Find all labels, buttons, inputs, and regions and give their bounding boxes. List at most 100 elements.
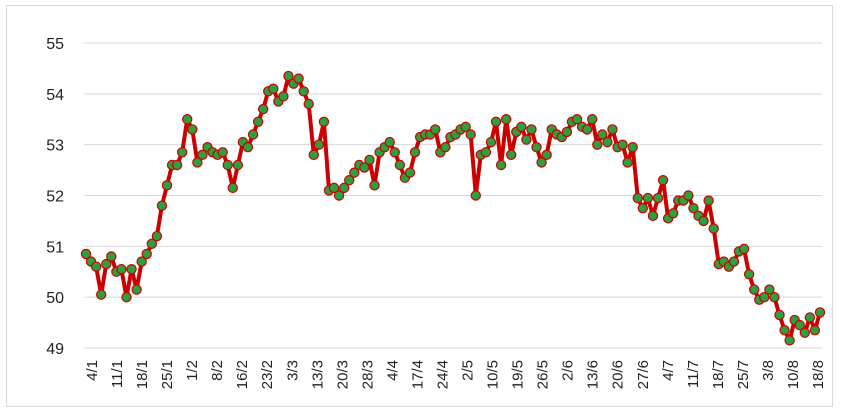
data-point bbox=[131, 284, 142, 295]
x-tick-label: 16/2 bbox=[234, 360, 251, 389]
data-point bbox=[430, 124, 441, 135]
x-tick-label: 11/1 bbox=[109, 360, 126, 388]
data-point bbox=[252, 116, 264, 127]
series-line bbox=[84, 74, 822, 343]
data-point bbox=[303, 98, 314, 110]
data-point bbox=[607, 124, 618, 135]
data-point bbox=[804, 312, 816, 323]
data-point bbox=[571, 114, 583, 125]
x-tick-label: 17/4 bbox=[409, 360, 426, 389]
x-tick-label: 10/8 bbox=[785, 360, 802, 389]
data-point bbox=[318, 116, 330, 127]
data-point bbox=[490, 116, 502, 127]
data-point bbox=[359, 162, 370, 173]
data-point bbox=[136, 256, 147, 267]
data-point bbox=[460, 121, 471, 133]
x-tick-label: 1/2 bbox=[184, 360, 201, 381]
data-point bbox=[106, 251, 117, 262]
x-tick-label: 24/4 bbox=[434, 360, 451, 389]
data-point bbox=[293, 73, 304, 84]
data-point bbox=[597, 129, 608, 140]
x-tick-label: 3/3 bbox=[284, 360, 301, 381]
y-tick-label: 50 bbox=[46, 290, 64, 307]
data-point bbox=[506, 149, 517, 161]
data-point bbox=[197, 149, 208, 161]
x-tick-label: 23/2 bbox=[259, 360, 276, 389]
x-tick-label: 2/6 bbox=[560, 360, 577, 381]
data-point bbox=[637, 203, 649, 214]
data-point bbox=[581, 124, 593, 135]
data-point bbox=[227, 182, 238, 194]
data-point bbox=[622, 157, 633, 168]
data-point bbox=[121, 291, 132, 303]
data-point bbox=[728, 256, 740, 267]
x-tick-label: 18/1 bbox=[134, 360, 151, 389]
data-point bbox=[283, 70, 294, 82]
data-point bbox=[814, 307, 826, 318]
x-tick-label: 2/5 bbox=[460, 360, 477, 381]
data-point bbox=[799, 327, 811, 338]
x-tick-label: 27/6 bbox=[635, 360, 652, 389]
data-point bbox=[774, 309, 785, 321]
data-point bbox=[485, 136, 497, 148]
data-point bbox=[495, 159, 507, 171]
data-point bbox=[171, 159, 183, 171]
x-tick-label: 25/7 bbox=[735, 360, 752, 389]
data-point bbox=[465, 129, 476, 140]
y-tick-label: 53 bbox=[46, 138, 64, 155]
data-point bbox=[531, 142, 542, 153]
data-point bbox=[409, 147, 421, 158]
data-point bbox=[349, 167, 360, 178]
data-point bbox=[242, 142, 254, 153]
x-tick-label: 20/6 bbox=[610, 360, 627, 389]
x-tick-label: 11/7 bbox=[685, 360, 702, 388]
data-point bbox=[404, 167, 416, 178]
data-point bbox=[652, 192, 664, 204]
data-point bbox=[521, 134, 532, 145]
data-point bbox=[80, 248, 92, 260]
data-point bbox=[222, 159, 233, 171]
data-point bbox=[698, 215, 709, 227]
data-point bbox=[192, 157, 203, 168]
data-point bbox=[394, 159, 406, 171]
data-point bbox=[268, 83, 279, 94]
x-tick-label: 8/2 bbox=[209, 360, 226, 381]
data-point bbox=[642, 192, 654, 204]
x-tick-label: 4/7 bbox=[660, 360, 677, 381]
data-point bbox=[328, 182, 340, 194]
x-tick-label: 13/3 bbox=[309, 360, 326, 389]
data-point bbox=[743, 269, 755, 280]
x-tick-label: 4/4 bbox=[384, 360, 401, 381]
data-point bbox=[703, 195, 714, 206]
x-tick-label: 3/8 bbox=[760, 360, 777, 381]
data-point bbox=[389, 147, 400, 158]
data-point bbox=[748, 284, 760, 295]
data-point bbox=[313, 139, 325, 150]
y-tick-label: 54 bbox=[46, 87, 64, 104]
data-point bbox=[769, 291, 780, 303]
data-point bbox=[759, 291, 770, 303]
data-point bbox=[602, 136, 613, 148]
data-point bbox=[116, 264, 127, 275]
data-point bbox=[668, 208, 679, 219]
data-point bbox=[247, 129, 259, 140]
data-point bbox=[232, 159, 244, 171]
data-point bbox=[156, 200, 168, 211]
data-point bbox=[298, 86, 309, 97]
data-point bbox=[541, 149, 552, 161]
x-tick-label: 26/5 bbox=[535, 360, 552, 389]
data-point bbox=[333, 190, 345, 201]
data-point bbox=[688, 203, 699, 214]
x-tick-label: 18/7 bbox=[710, 360, 727, 389]
data-point bbox=[101, 258, 112, 270]
data-point bbox=[587, 114, 598, 125]
x-tick-label: 13/6 bbox=[585, 360, 602, 389]
data-point bbox=[738, 243, 750, 255]
data-point bbox=[217, 147, 228, 158]
data-point bbox=[632, 192, 643, 204]
data-point bbox=[151, 230, 163, 242]
data-point bbox=[809, 325, 821, 336]
data-point bbox=[500, 114, 512, 125]
x-tick-label: 19/5 bbox=[510, 360, 527, 389]
